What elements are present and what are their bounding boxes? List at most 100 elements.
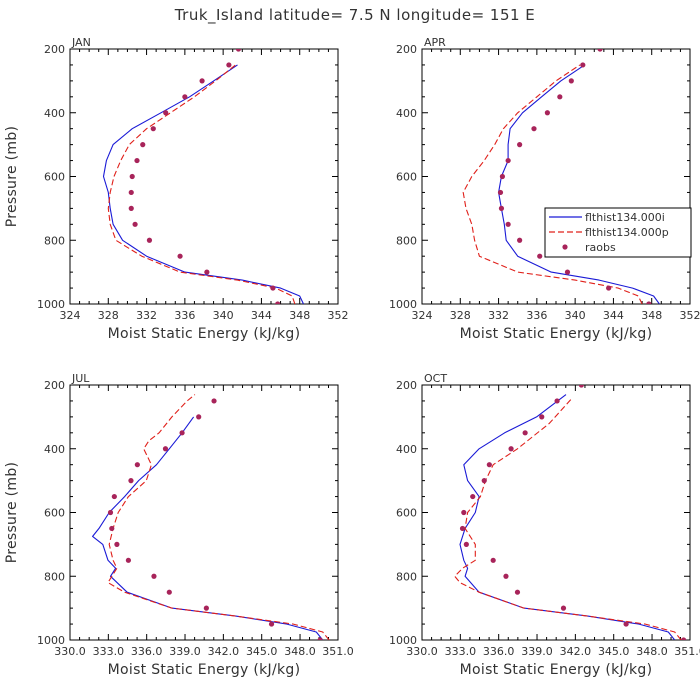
y-tick-label: 200 xyxy=(396,379,417,392)
series-line-flthist134-000p xyxy=(107,64,296,304)
x-tick-label: 344 xyxy=(603,309,624,322)
x-axis-label: Moist Static Energy (kJ/kg) xyxy=(108,662,301,678)
raobs-point xyxy=(199,78,205,84)
raobs-point xyxy=(134,157,140,164)
raobs-point xyxy=(204,269,210,275)
raobs-point xyxy=(140,142,146,148)
raobs-point xyxy=(128,478,134,484)
legend-label: flthist134.000p xyxy=(585,226,669,239)
raobs-point xyxy=(163,110,169,116)
raobs-point xyxy=(503,573,509,579)
raobs-point xyxy=(129,173,135,180)
raobs-point xyxy=(177,253,183,259)
raobs-point xyxy=(597,49,603,52)
raobs-point xyxy=(182,94,188,100)
panel-jan: JAN 324 328 332 336 340 344 348 352 200 400 600 800 1… xyxy=(4,36,349,342)
x-tick-label: 344 xyxy=(251,309,272,322)
raobs-point xyxy=(486,462,492,468)
raobs-point xyxy=(203,605,209,611)
raobs-point xyxy=(151,573,157,579)
raobs-point xyxy=(470,493,476,500)
raobs-point xyxy=(646,301,652,304)
plot-frame xyxy=(421,48,691,305)
raobs-point xyxy=(162,446,169,452)
legend-marker-raobs xyxy=(562,244,568,250)
raobs-point xyxy=(146,237,153,243)
raobs-point xyxy=(461,509,467,516)
y-tick-label: 1000 xyxy=(389,298,417,311)
panels-container: JAN 324 328 332 336 340 344 348 352 200 400 600 800 1… xyxy=(4,36,700,678)
y-tick-label: 600 xyxy=(44,171,65,184)
y-axis-label: Pressure (mb) xyxy=(4,126,20,228)
raobs-point xyxy=(578,385,584,388)
raobs-point xyxy=(499,173,505,180)
series-line-flthist134-000i xyxy=(92,416,324,640)
raobs-point xyxy=(497,189,504,196)
raobs-point xyxy=(459,525,466,532)
legend-label: flthist134.000i xyxy=(585,211,665,224)
raobs-point xyxy=(268,621,275,627)
legend: flthist134.000i flthist134.000p raobs xyxy=(544,207,692,258)
x-tick-label: 330.0 xyxy=(406,645,438,658)
raobs-point xyxy=(517,237,523,243)
x-tick-label: 351.0 xyxy=(674,645,700,658)
panel-label: JAN xyxy=(71,36,91,49)
y-tick-label: 200 xyxy=(44,379,65,392)
x-tick-label: 336 xyxy=(526,309,547,322)
y-tick-label: 600 xyxy=(44,507,65,520)
y-tick-label: 200 xyxy=(44,43,65,56)
raobs-point xyxy=(317,637,323,640)
series-group xyxy=(462,49,660,304)
raobs-point xyxy=(544,110,550,116)
raobs-point xyxy=(580,62,586,68)
series-group xyxy=(92,394,330,640)
y-axis-label: Pressure (mb) xyxy=(4,462,20,564)
x-tick-label: 352 xyxy=(328,309,349,322)
x-tick-label: 351.0 xyxy=(322,645,354,658)
y-tick-label: 400 xyxy=(44,107,65,120)
x-axis-label: Moist Static Energy (kJ/kg) xyxy=(108,326,301,342)
x-tick-label: 324 xyxy=(60,309,81,322)
raobs-point xyxy=(114,541,120,547)
raobs-point xyxy=(537,253,543,259)
x-tick-label: 324 xyxy=(412,309,433,322)
raobs-point xyxy=(109,525,115,532)
panel-label: JUL xyxy=(71,372,90,385)
x-tick-label: 336 xyxy=(174,309,195,322)
x-tick-label: 333.0 xyxy=(93,645,125,658)
series-group xyxy=(102,49,304,304)
panel-apr: APR 324 328 332 336 340 344 348 352 200 400 600 800 1… xyxy=(389,36,700,342)
y-tick-label: 1000 xyxy=(37,634,65,647)
panel-label: OCT xyxy=(424,372,447,385)
series-line-flthist134-000i xyxy=(498,64,660,304)
series-group xyxy=(454,385,687,640)
x-tick-label: 345.0 xyxy=(246,645,278,658)
raobs-point xyxy=(490,557,496,563)
raobs-point xyxy=(128,205,134,211)
y-tick-label: 400 xyxy=(396,443,417,456)
raobs-point xyxy=(508,446,514,452)
raobs-point xyxy=(132,221,138,227)
raobs-point xyxy=(275,301,281,304)
y-tick-label: 400 xyxy=(396,107,417,120)
raobs-point xyxy=(125,557,132,563)
x-tick-label: 336.0 xyxy=(483,645,515,658)
raobs-point xyxy=(539,414,545,420)
x-tick-label: 328 xyxy=(450,309,471,322)
raobs-point xyxy=(505,157,511,164)
raobs-point xyxy=(134,462,140,468)
raobs-point xyxy=(498,205,505,211)
x-tick-label: 345.0 xyxy=(598,645,630,658)
panel-jul: JUL 330.0 333.0 336.0 339.0 342.0 345.0 348.0 35… xyxy=(4,372,354,678)
y-tick-label: 600 xyxy=(396,171,417,184)
y-tick-label: 800 xyxy=(44,570,65,583)
raobs-point xyxy=(514,589,521,595)
raobs-point xyxy=(226,62,232,68)
series-line-flthist134-000p xyxy=(107,394,330,640)
raobs-point xyxy=(623,621,629,627)
x-tick-label: 348 xyxy=(289,309,310,322)
raobs-point xyxy=(522,430,528,436)
x-tick-label: 336.0 xyxy=(131,645,163,658)
raobs-point xyxy=(235,49,242,52)
